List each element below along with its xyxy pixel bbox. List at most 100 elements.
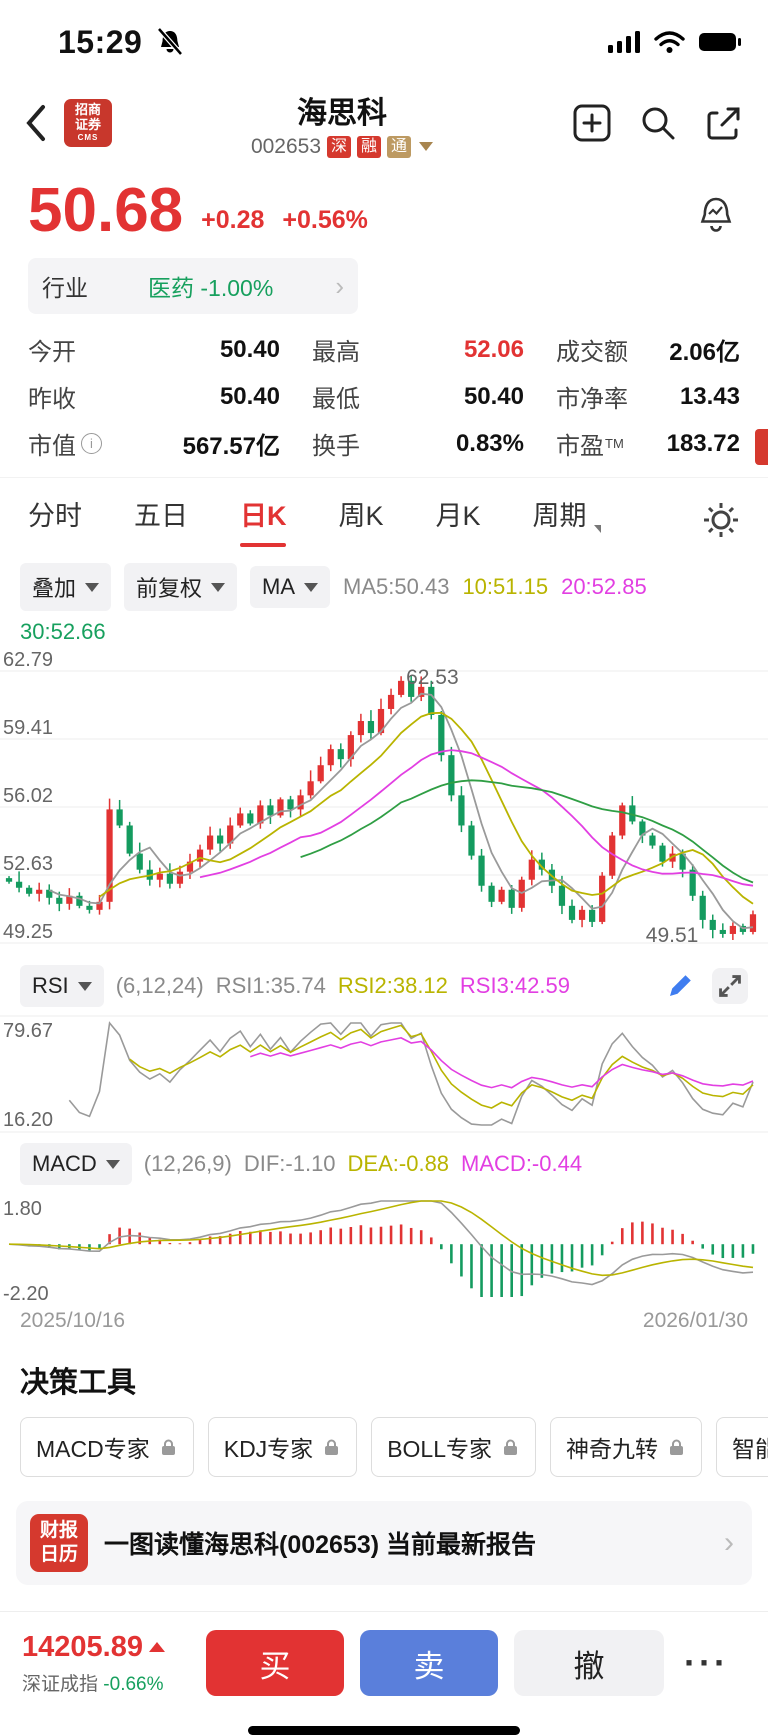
back-button[interactable]	[24, 103, 48, 143]
battery-icon	[698, 30, 742, 54]
rsi-chart[interactable]: 79.67 16.20	[0, 1015, 768, 1133]
tool-boll-expert[interactable]: BOLL专家	[371, 1417, 537, 1477]
index-value: 14205.89	[22, 1630, 143, 1663]
sell-button[interactable]: 卖	[360, 1630, 498, 1696]
cancel-order-button[interactable]: 撤	[514, 1630, 664, 1696]
wifi-icon	[653, 30, 686, 54]
svg-text:59.41: 59.41	[3, 717, 53, 739]
stock-code-selector[interactable]: 002653 深 融 通	[112, 135, 572, 159]
svg-text:79.67: 79.67	[3, 1020, 53, 1042]
ma30-value: 30:52.66	[20, 619, 106, 644]
index-name: 深证成指	[22, 1673, 99, 1695]
index-summary[interactable]: 14205.89 深证成指 -0.66%	[22, 1631, 190, 1696]
share-button[interactable]	[704, 103, 744, 143]
svg-text:56.02: 56.02	[3, 785, 53, 807]
stat-pb: 市净率 13.43	[556, 382, 740, 414]
industry-bar[interactable]: 行业 医药 -1.00% ›	[28, 258, 358, 314]
report-banner[interactable]: 财报 日历 一图读懂海思科(002653) 当前最新报告 ›	[16, 1501, 752, 1585]
corner-caret-icon	[593, 525, 601, 533]
ma10-value: 10:51.15	[462, 574, 549, 599]
stock-title: 海思科	[297, 96, 387, 130]
broker-logo: 招商 证券 CMS	[64, 99, 112, 147]
search-button[interactable]	[638, 103, 678, 143]
svg-text:-2.20: -2.20	[3, 1283, 49, 1305]
stat-turnover-amt: 成交额 2.06亿	[556, 339, 740, 366]
tag-tong: 通	[387, 135, 412, 158]
report-banner-text: 一图读懂海思科(002653) 当前最新报告	[104, 1531, 537, 1559]
rsi-dropdown[interactable]: RSI	[20, 965, 104, 1007]
macd-dropdown[interactable]: MACD	[20, 1143, 132, 1185]
tool-macd-expert[interactable]: MACD专家	[20, 1417, 194, 1477]
tab-daily-k[interactable]: 日K	[240, 494, 287, 547]
draw-edit-button[interactable]	[664, 970, 696, 1002]
caret-down-icon	[85, 582, 100, 592]
promo-ribbon[interactable]	[755, 429, 768, 465]
svg-text:62.53: 62.53	[406, 666, 459, 689]
chevron-down-icon	[419, 142, 434, 151]
expand-chart-button[interactable]	[712, 968, 748, 1004]
svg-text:16.20: 16.20	[3, 1109, 53, 1131]
price-alert-button[interactable]	[694, 194, 738, 236]
stat-pe: 市盈 TM 183.72	[556, 429, 740, 461]
signal-icon	[607, 30, 641, 54]
svg-text:49.51: 49.51	[646, 924, 699, 947]
bell-chart-icon	[700, 197, 732, 223]
caret-up-icon	[148, 1642, 165, 1652]
ma5-value: MA5:50.43	[343, 574, 450, 599]
industry-label: 行业	[42, 275, 88, 301]
macd-value: MACD:-0.44	[461, 1151, 583, 1176]
tab-weekly-k[interactable]: 周K	[338, 501, 384, 531]
home-indicator	[248, 1726, 520, 1735]
chevron-right-icon: ›	[724, 1526, 734, 1559]
lock-icon	[161, 1439, 175, 1455]
search-icon	[642, 107, 668, 133]
macd-params: (12,26,9)	[143, 1151, 232, 1176]
candlestick-chart[interactable]: 62.79 59.41 56.02 52.63 49.25 62.53 49.51	[0, 649, 768, 955]
chevron-left-icon	[26, 105, 45, 141]
clock: 15:29	[58, 23, 143, 60]
tab-period[interactable]: 周期	[533, 494, 601, 547]
dea-value: DEA:-0.88	[347, 1151, 450, 1176]
price-change-pct: +0.56%	[282, 206, 368, 234]
status-bar: 15:29	[0, 0, 768, 72]
tool-nine-turns[interactable]: 神奇九转	[550, 1417, 703, 1477]
share-icon	[707, 111, 738, 140]
lock-icon	[504, 1439, 518, 1455]
tools-title: 决策工具	[20, 1367, 137, 1399]
svg-text:1.80: 1.80	[3, 1198, 42, 1220]
end-date: 2026/01/30	[642, 1309, 748, 1332]
stat-turnover-rate: 换手 0.83%	[312, 429, 524, 461]
svg-text:52.63: 52.63	[3, 853, 53, 875]
tab-5day[interactable]: 五日	[134, 501, 188, 531]
tag-shen: 深	[327, 135, 352, 158]
chart-settings-button[interactable]	[702, 501, 740, 547]
stats-grid: 今开 50.40 最高 52.06 成交额 2.06亿 昨收 50.40 最低 50.40…	[0, 318, 768, 467]
stat-high: 最高 52.06	[312, 335, 524, 367]
price-change: +0.28	[201, 206, 265, 234]
more-button[interactable]: ···	[684, 1642, 729, 1683]
price-section: 50.68 +0.28 +0.56%	[0, 170, 768, 242]
macd-chart[interactable]: 1.80 -2.20	[0, 1193, 768, 1305]
chart-controls: 叠加 前复权 MA MA5:50.43 10:51.15 20:52.85	[0, 547, 768, 611]
add-watchlist-button[interactable]	[572, 103, 612, 143]
svg-text:49.25: 49.25	[3, 921, 53, 943]
gear-icon	[704, 503, 738, 537]
adjust-dropdown[interactable]: 前复权	[124, 563, 238, 611]
bell-slash-icon	[156, 27, 184, 57]
overlay-dropdown[interactable]: 叠加	[20, 563, 112, 611]
tab-minute[interactable]: 分时	[28, 501, 82, 531]
info-icon[interactable]	[81, 433, 102, 454]
stat-open: 今开 50.40	[28, 335, 280, 367]
ma-dropdown[interactable]: MA	[250, 566, 331, 608]
index-change: -0.66%	[103, 1673, 164, 1695]
tool-smart-draw[interactable]: 智能画线	[716, 1417, 768, 1477]
tool-kdj-expert[interactable]: KDJ专家	[207, 1417, 358, 1477]
last-price: 50.68	[28, 176, 184, 245]
tools-row: MACD专家 KDJ专家 BOLL专家 神奇九转 智能画线	[0, 1417, 768, 1477]
buy-button[interactable]: 买	[206, 1630, 344, 1696]
lock-icon	[325, 1439, 339, 1455]
caret-down-icon	[304, 582, 319, 592]
report-calendar-badge: 财报 日历	[30, 1514, 88, 1572]
tab-monthly-k[interactable]: 月K	[435, 501, 481, 531]
rsi-params: (6,12,24)	[115, 973, 204, 998]
